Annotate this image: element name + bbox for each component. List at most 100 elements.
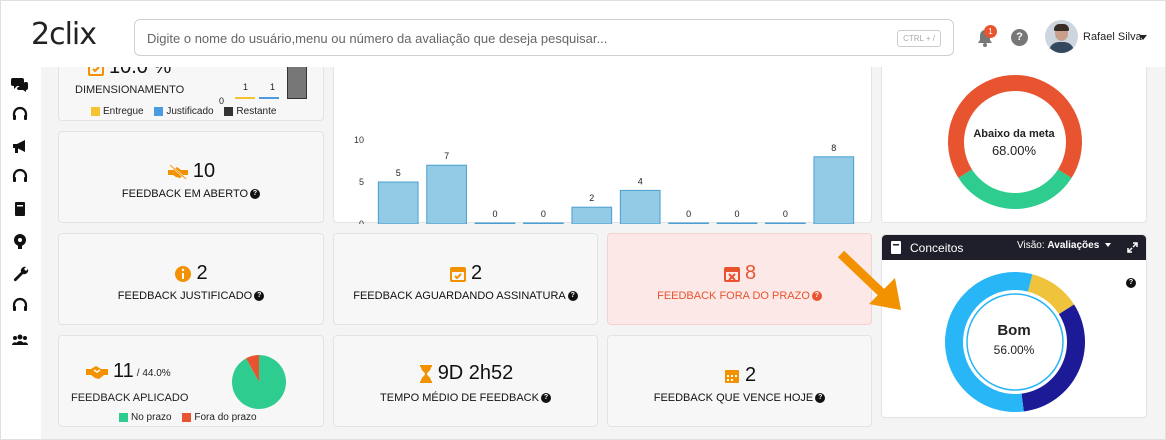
help-icon[interactable]: ? bbox=[250, 189, 261, 200]
meta-label: Abaixo da meta bbox=[973, 128, 1055, 140]
histogram-card: 1050570024000840.00 - 46.0052.00 - 58.00… bbox=[333, 53, 872, 224]
histogram-bar[interactable] bbox=[571, 206, 613, 224]
visao-label: Visão: bbox=[1017, 240, 1045, 251]
histogram-bar[interactable] bbox=[716, 222, 758, 224]
bar-value-label: 4 bbox=[638, 176, 643, 186]
tempo-medio-value: 9D 2h52 bbox=[437, 362, 514, 384]
top-bar: 2clix Digite o nome do usuário,menu ou n… bbox=[1, 1, 1165, 67]
bar-value-label: 2 bbox=[589, 193, 594, 203]
tempo-medio-label: TEMPO MÉDIO DE FEEDBACK bbox=[380, 392, 539, 404]
logo-text: 2clix bbox=[31, 17, 97, 52]
feedback-aplicado-label: FEEDBACK APLICADO bbox=[71, 392, 189, 404]
bar-value-label: 5 bbox=[396, 168, 401, 178]
visao-selector[interactable]: Visão: Avaliações bbox=[1017, 240, 1112, 251]
bar-value-label: 0 bbox=[541, 209, 546, 219]
brain-icon[interactable] bbox=[11, 232, 29, 250]
bar-label-entregue: 0 bbox=[219, 96, 225, 106]
hourglass-icon bbox=[419, 364, 432, 383]
help-icon[interactable]: ? bbox=[1011, 29, 1028, 46]
meta-donut-chart bbox=[948, 75, 1082, 210]
vence-hoje-value: 2 bbox=[744, 364, 757, 386]
feedback-justificado-label: FEEDBACK JUSTIFICADO bbox=[117, 290, 253, 302]
info-icon bbox=[175, 265, 192, 282]
headset-icon[interactable] bbox=[11, 167, 29, 185]
content-area: 10.0 % DIMENSIONAMENTO 0 1 1 Entregue Ju… bbox=[41, 53, 1165, 439]
help-icon[interactable]: ? bbox=[540, 393, 551, 404]
histogram-bar[interactable] bbox=[523, 222, 564, 224]
meta-card: Abaixo da meta 68.00% bbox=[881, 53, 1147, 223]
bar-label-restante: 1 bbox=[270, 82, 276, 92]
histogram-bar[interactable] bbox=[377, 181, 419, 224]
megaphone-icon[interactable] bbox=[11, 137, 29, 155]
donut-segment-yellow[interactable] bbox=[1027, 274, 1075, 315]
y-tick-label: 10 bbox=[354, 135, 364, 145]
histogram-bar[interactable] bbox=[426, 164, 467, 224]
feedback-aberto-label: FEEDBACK EM ABERTO bbox=[121, 188, 249, 200]
histogram-bar[interactable] bbox=[619, 189, 661, 224]
bar-label-justificado: 1 bbox=[243, 82, 249, 92]
histogram-bar[interactable] bbox=[813, 156, 855, 224]
vence-hoje-label: FEEDBACK QUE VENCE HOJE bbox=[653, 392, 814, 404]
donut-segment-green[interactable] bbox=[958, 169, 1072, 210]
dimensionamento-legend: Entregue Justificado Restante bbox=[91, 106, 276, 117]
help-icon[interactable]: ? bbox=[815, 393, 826, 404]
no-handshake-icon bbox=[167, 163, 188, 180]
sidebar bbox=[1, 67, 41, 439]
user-name[interactable]: Rafael Silva bbox=[1083, 31, 1142, 43]
avatar[interactable] bbox=[1045, 20, 1078, 53]
conceitos-center-value: 56.00% bbox=[993, 343, 1035, 357]
tempo-medio-card: 9D 2h52 TEMPO MÉDIO DE FEEDBACK? bbox=[333, 335, 598, 427]
feedback-fora-prazo-label: FEEDBACK FORA DO PRAZO bbox=[657, 290, 810, 302]
feedback-justificado-card: 2 FEEDBACK JUSTIFICADO? bbox=[58, 233, 324, 325]
bar-entregue bbox=[235, 97, 255, 99]
histogram-bar[interactable] bbox=[765, 222, 806, 224]
donut-inner-ring bbox=[966, 293, 1064, 391]
donut-segment-navy[interactable] bbox=[1021, 304, 1085, 412]
bar-value-label: 0 bbox=[734, 209, 739, 219]
handshake-icon bbox=[86, 365, 108, 379]
search-placeholder: Digite o nome do usuário,menu ou número … bbox=[147, 31, 608, 46]
help-icon[interactable]: ? bbox=[567, 291, 578, 302]
histogram-chart: 1050570024000840.00 - 46.0052.00 - 58.00… bbox=[354, 135, 855, 224]
headset-icon[interactable] bbox=[11, 296, 29, 314]
chat-icon[interactable] bbox=[11, 75, 29, 93]
histogram-bar[interactable] bbox=[474, 222, 516, 224]
calendar-check-icon bbox=[449, 266, 466, 282]
help-icon[interactable]: ? bbox=[811, 291, 822, 302]
pie-slice-fora-prazo[interactable] bbox=[245, 355, 259, 382]
bar-value-label: 8 bbox=[831, 143, 836, 153]
conceitos-center-label: Bom bbox=[997, 322, 1031, 339]
aplicado-legend: No prazo Fora do prazo bbox=[119, 412, 257, 423]
feedback-aplicado-value: 11 bbox=[113, 360, 134, 382]
book-icon[interactable] bbox=[11, 200, 29, 218]
feedback-assinatura-card: 2 FEEDBACK AGUARDANDO ASSINATURA? bbox=[333, 233, 598, 325]
chevron-down-icon[interactable] bbox=[1105, 243, 1112, 248]
help-icon[interactable]: ? bbox=[254, 291, 265, 302]
pie-slice-no-prazo[interactable] bbox=[232, 355, 286, 409]
bar-justificado bbox=[259, 97, 279, 99]
headset-icon[interactable] bbox=[11, 105, 29, 123]
help-icon[interactable]: ? bbox=[1126, 278, 1136, 288]
donut-segment-red[interactable] bbox=[948, 75, 1082, 178]
logo[interactable]: 2clix bbox=[31, 17, 97, 52]
bar-value-label: 0 bbox=[686, 209, 691, 219]
expand-icon[interactable] bbox=[1127, 242, 1138, 253]
histogram-bar[interactable] bbox=[668, 222, 709, 224]
search-input[interactable]: Digite o nome do usuário,menu ou número … bbox=[134, 19, 954, 56]
visao-value: Avaliações bbox=[1047, 240, 1100, 251]
vence-hoje-card: 2 FEEDBACK QUE VENCE HOJE? bbox=[607, 335, 872, 427]
chevron-down-icon[interactable] bbox=[1139, 35, 1147, 40]
calendar-icon bbox=[724, 369, 739, 383]
search-shortcut: CTRL + / bbox=[897, 30, 941, 47]
feedback-aplicado-card: 11/ 44.0% FEEDBACK APLICADO No prazo For… bbox=[58, 335, 324, 427]
legend-restante: Restante bbox=[236, 106, 277, 117]
donut-segment-blue[interactable] bbox=[945, 272, 1033, 412]
feedback-justificado-value: 2 bbox=[196, 262, 208, 284]
feedback-assinatura-label: FEEDBACK AGUARDANDO ASSINATURA bbox=[353, 290, 566, 302]
feedback-aberto-card: 10 FEEDBACK EM ABERTO? bbox=[58, 131, 324, 223]
wrench-icon[interactable] bbox=[11, 264, 29, 282]
conceitos-card: Conceitos Visão: Avaliações ? Bom 56.00% bbox=[881, 234, 1147, 418]
y-tick-label: 0 bbox=[359, 219, 364, 224]
users-icon[interactable] bbox=[11, 331, 29, 349]
